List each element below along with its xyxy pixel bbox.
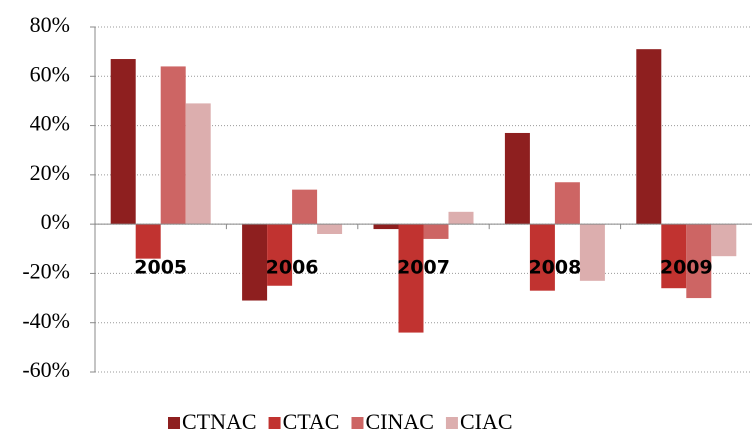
x-tick-label: 2009 [660, 257, 713, 279]
bar [686, 224, 712, 299]
bar [448, 211, 474, 225]
legend-swatch [351, 417, 364, 429]
legend-swatch [445, 417, 458, 429]
bar [711, 224, 737, 257]
legend-label: CTAC [283, 409, 340, 434]
bar [267, 224, 293, 286]
x-tick-label: 2005 [134, 257, 187, 279]
bar [373, 224, 399, 230]
bar [554, 182, 580, 225]
y-tick-label: 0% [41, 209, 70, 234]
bar [160, 66, 186, 225]
bar [317, 224, 343, 234]
bar [423, 224, 449, 239]
bar [398, 224, 424, 333]
y-tick-label: 40% [30, 111, 70, 136]
y-tick-label: -20% [22, 258, 70, 283]
x-tick-label: 2006 [266, 257, 319, 279]
bar [579, 224, 605, 281]
bar [661, 224, 687, 289]
x-tick-label: 2008 [528, 257, 581, 279]
y-tick-label: -60% [22, 357, 70, 382]
legend-label: CINAC [365, 409, 433, 434]
x-tick-label: 2007 [397, 257, 450, 279]
y-tick-label: 20% [30, 160, 70, 185]
y-tick-label: 60% [30, 61, 70, 86]
y-tick-label: -40% [22, 308, 70, 333]
y-tick-label: 80% [30, 12, 70, 37]
bar [636, 49, 662, 225]
bar [504, 132, 530, 225]
legend-swatch [168, 417, 180, 429]
legend-swatch [268, 417, 281, 429]
bar [135, 224, 161, 259]
legend-label: CIAC [460, 409, 513, 434]
bar [529, 224, 555, 291]
bar [242, 224, 268, 301]
bar [185, 103, 211, 225]
legend-label: CTNAC [182, 409, 257, 434]
bar [110, 59, 136, 225]
bar [292, 189, 318, 225]
